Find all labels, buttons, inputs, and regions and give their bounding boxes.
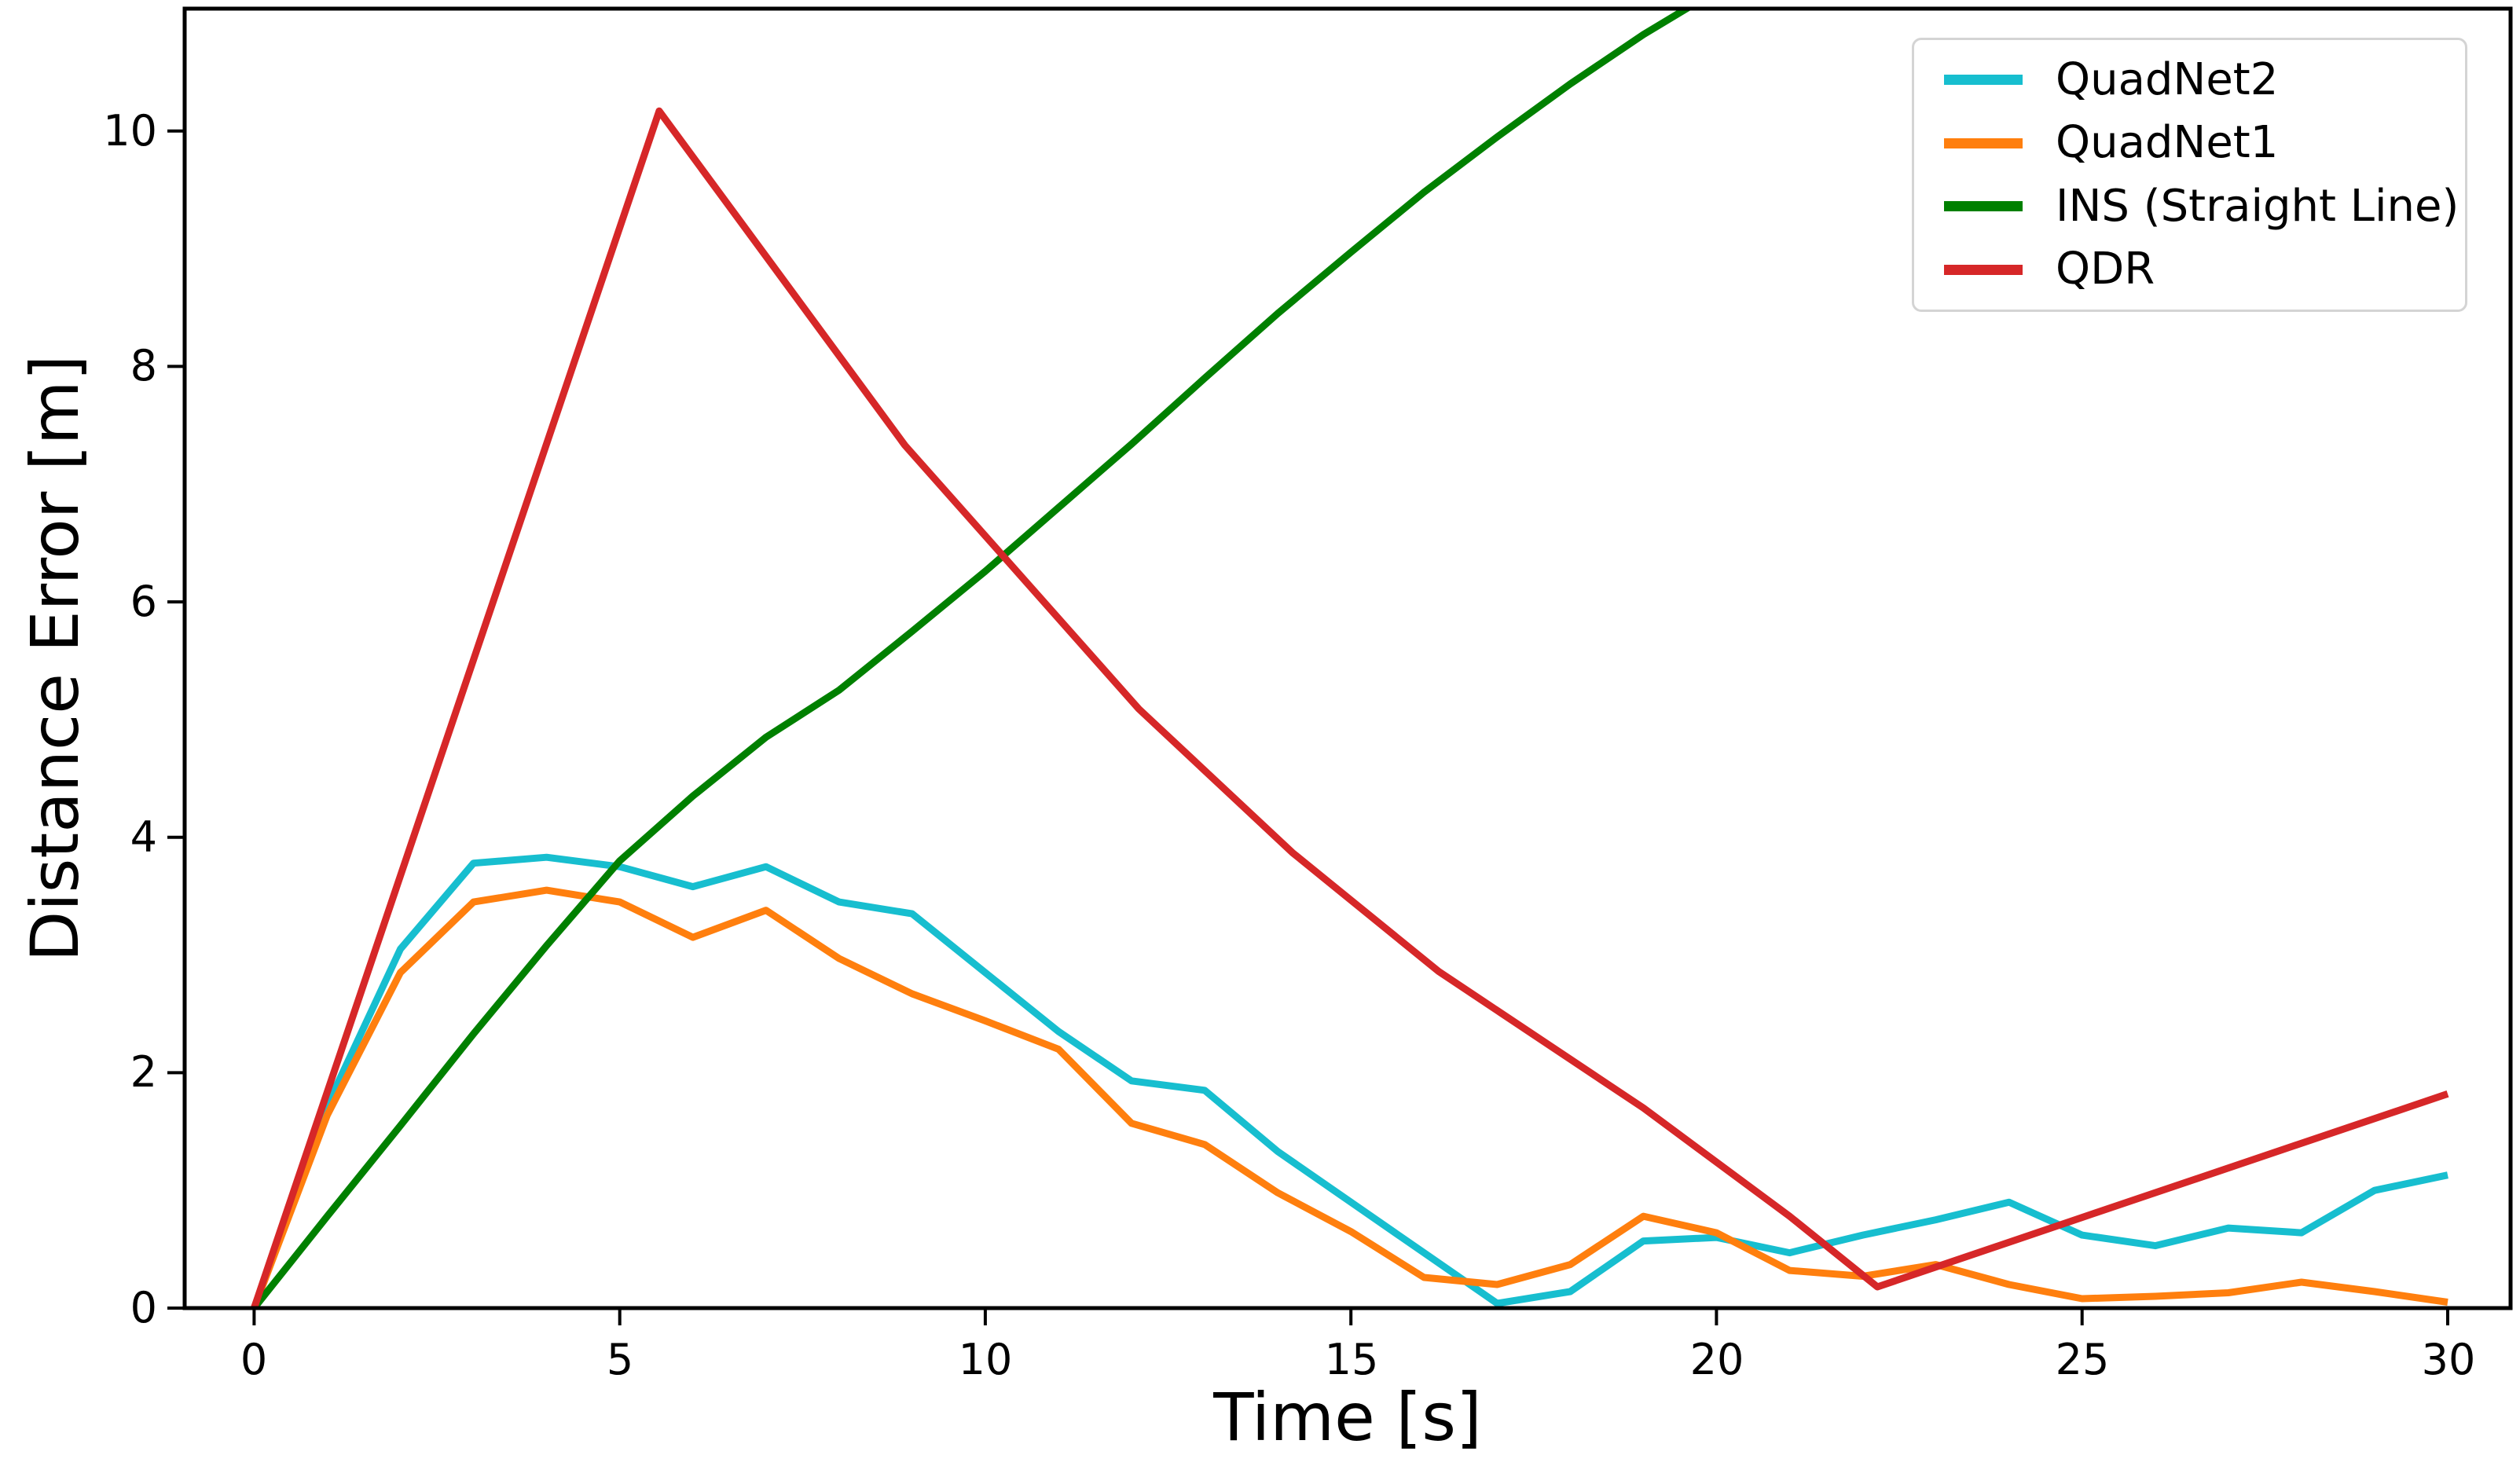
legend-swatch-qdr [1944, 264, 2023, 275]
y-tick-label: 0 [130, 1283, 157, 1332]
x-tick-label: 0 [240, 1335, 268, 1384]
x-tick-label: 20 [1689, 1335, 1744, 1384]
legend: QuadNet2 QuadNet1 INS (Straight Line) QD… [1912, 38, 2467, 312]
y-tick-label: 4 [130, 812, 157, 862]
y-axis-label: Distance Error [m] [17, 354, 94, 962]
y-tick-label: 6 [130, 577, 157, 626]
legend-swatch-quadnet2 [1944, 75, 2023, 86]
legend-label: QDR [2056, 244, 2155, 295]
legend-label: QuadNet1 [2056, 117, 2279, 169]
legend-label: QuadNet2 [2056, 53, 2279, 105]
y-tick-label: 8 [130, 341, 157, 390]
x-axis-label: Time [s] [1213, 1379, 1482, 1456]
legend-item-quadnet1: QuadNet1 [1944, 119, 2465, 167]
x-tick-label: 10 [958, 1335, 1013, 1384]
x-tick-label: 5 [606, 1335, 634, 1384]
legend-label: INS (Straight Line) [2056, 180, 2459, 232]
legend-item-qdr: QDR [1944, 246, 2465, 293]
legend-item-ins: INS (Straight Line) [1944, 180, 2465, 232]
x-tick-label: 30 [2421, 1335, 2476, 1384]
legend-item-quadnet2: QuadNet2 [1944, 53, 2465, 105]
legend-swatch-quadnet1 [1944, 137, 2023, 148]
y-tick-label: 2 [130, 1047, 157, 1097]
y-tick-label: 10 [103, 106, 157, 156]
legend-swatch-ins [1944, 201, 2023, 212]
x-tick-label: 25 [2055, 1335, 2110, 1384]
x-tick-label: 15 [1324, 1335, 1379, 1384]
